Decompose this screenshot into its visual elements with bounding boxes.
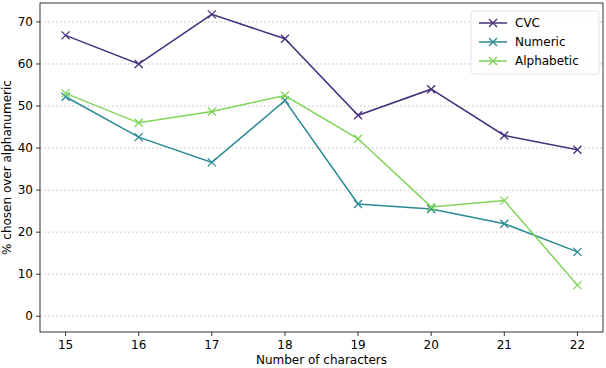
x-tick	[65, 332, 66, 336]
y-tick	[36, 316, 40, 317]
y-tick-label: 70	[18, 15, 33, 29]
point	[427, 85, 435, 93]
grid-line	[40, 190, 603, 191]
x-tick-label: 17	[204, 338, 219, 352]
point	[208, 107, 216, 115]
y-tick	[36, 232, 40, 233]
point	[500, 197, 508, 205]
grid-line	[40, 274, 603, 275]
x-tick-label: 19	[350, 338, 365, 352]
point	[135, 60, 143, 68]
legend: CVC Numeric Alphabetic	[471, 11, 599, 74]
point	[427, 203, 435, 211]
y-tick-label: 20	[18, 225, 33, 239]
y-tick-label: 40	[18, 141, 33, 155]
y-tick	[36, 274, 40, 275]
x-tick	[431, 332, 432, 336]
point	[62, 89, 70, 97]
point	[500, 220, 508, 228]
point	[573, 281, 581, 289]
y-tick	[36, 21, 40, 22]
y-tick	[36, 190, 40, 191]
chart: 0 10 20 30 40 50 60 70 15 16 17 18 19 20 21 22 Number of…	[0, 0, 606, 368]
x-tick	[138, 332, 139, 336]
x-tick	[358, 332, 359, 336]
y-tick-label: 60	[18, 57, 33, 71]
y-tick	[36, 63, 40, 64]
point	[573, 146, 581, 154]
x-tick-label: 15	[58, 338, 73, 352]
x-tick	[211, 332, 212, 336]
series-line	[66, 97, 578, 252]
point	[62, 31, 70, 39]
grid-line	[40, 316, 603, 317]
point	[573, 248, 581, 256]
point	[354, 135, 362, 143]
x-tick	[504, 332, 505, 336]
point	[354, 111, 362, 119]
y-tick	[36, 106, 40, 107]
point	[354, 200, 362, 208]
x-axis-label: Number of characters	[256, 353, 387, 367]
legend-label: Numeric	[515, 35, 566, 49]
y-tick-label: 30	[18, 183, 33, 197]
x-tick-label: 20	[424, 338, 439, 352]
series-line	[66, 93, 578, 285]
point	[135, 133, 143, 141]
grid-line	[40, 106, 603, 107]
legend-label: Alphabetic	[515, 54, 579, 68]
y-tick-label: 50	[18, 99, 33, 113]
legend-box	[471, 11, 599, 74]
legend-label: CVC	[515, 16, 540, 30]
x-tick-label: 22	[570, 338, 585, 352]
point	[135, 119, 143, 127]
point	[208, 158, 216, 166]
grid-line	[40, 232, 603, 233]
x-tick	[577, 332, 578, 336]
legend-marker	[489, 57, 497, 65]
plot-frame	[40, 3, 603, 332]
point	[208, 10, 216, 18]
legend-marker	[489, 19, 497, 27]
grid-line	[40, 148, 603, 149]
point	[500, 131, 508, 139]
y-tick-label: 0	[25, 309, 33, 323]
x-tick-label: 21	[497, 338, 512, 352]
y-tick-label: 10	[18, 267, 33, 281]
x-tick-label: 16	[131, 338, 146, 352]
legend-marker	[489, 38, 497, 46]
point	[281, 91, 289, 99]
y-axis-label: % chosen over alphanumeric	[0, 80, 14, 255]
x-tick	[284, 332, 285, 336]
x-tick-label: 18	[277, 338, 292, 352]
point	[281, 35, 289, 43]
y-tick	[36, 148, 40, 149]
